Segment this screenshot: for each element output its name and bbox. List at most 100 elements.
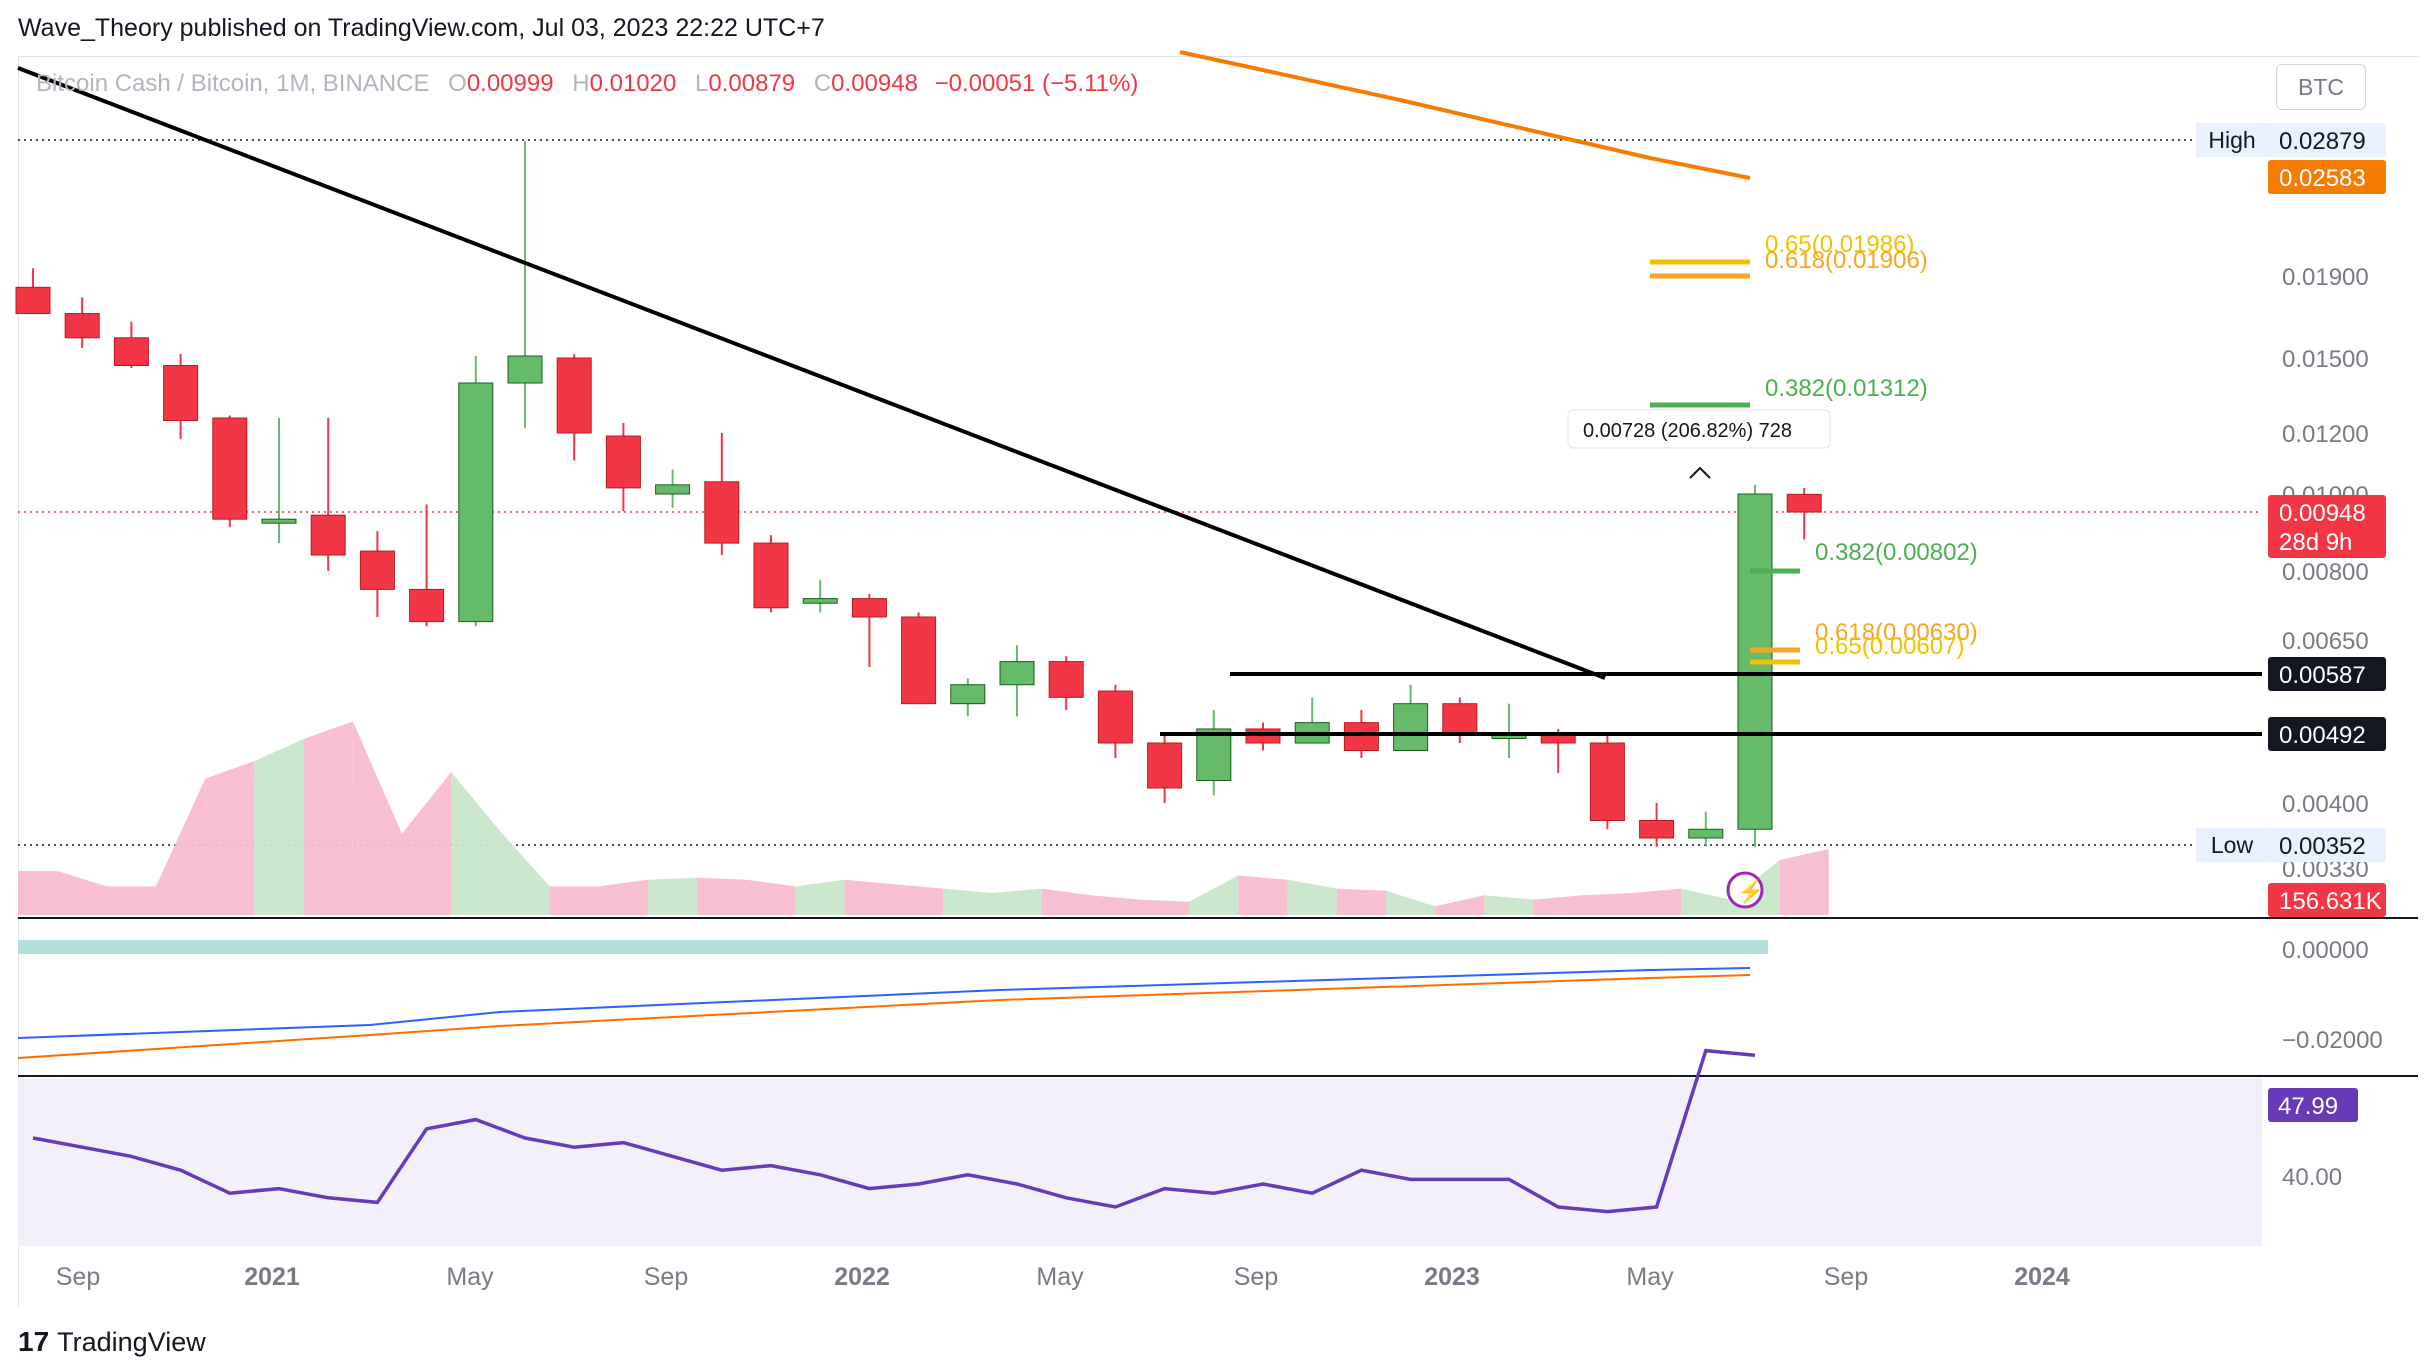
volume-bar bbox=[1386, 890, 1436, 915]
candle-body bbox=[655, 484, 691, 495]
candle-body bbox=[1393, 703, 1429, 751]
fib-label: 0.65(0.00607) bbox=[1815, 633, 1964, 660]
volume-bar bbox=[1533, 895, 1583, 915]
fib-label: 0.65(0.01986) bbox=[1765, 231, 1914, 258]
volume-bar bbox=[992, 888, 1042, 915]
macd-line bbox=[17, 967, 1751, 1039]
time-axis-label: 2022 bbox=[834, 1263, 890, 1291]
tradingview-logo[interactable]: 17 TradingView bbox=[18, 1326, 206, 1358]
candle-body bbox=[950, 684, 986, 705]
volume-bar bbox=[943, 888, 993, 915]
candle-body bbox=[1196, 728, 1232, 782]
volume-bar bbox=[648, 877, 698, 915]
symbol-name: Bitcoin Cash / Bitcoin, 1M, BINANCE bbox=[36, 70, 430, 97]
price-tag-label-bg bbox=[2196, 123, 2268, 157]
candle-body bbox=[901, 616, 937, 705]
volume-bar bbox=[1632, 888, 1682, 915]
signal-line bbox=[17, 974, 1751, 1059]
price-tag: 0.02879 bbox=[2279, 128, 2366, 155]
fib-label: 0.382(0.01312) bbox=[1765, 375, 1928, 402]
candle-body bbox=[1589, 742, 1625, 821]
time-axis-label: 2021 bbox=[244, 1263, 300, 1291]
candle-body bbox=[1540, 735, 1576, 744]
volume-bar bbox=[795, 879, 845, 915]
time-axis-label: Sep bbox=[644, 1263, 688, 1291]
candle-body bbox=[163, 365, 199, 421]
rsi-tag-bg bbox=[2268, 1088, 2358, 1122]
price-axis-label: 0.01500 bbox=[2282, 346, 2369, 373]
candle-body bbox=[851, 598, 887, 618]
high-label: H bbox=[572, 70, 590, 97]
high-value: 0.01020 bbox=[589, 70, 677, 97]
price-tag-label: Low bbox=[2211, 832, 2254, 858]
volume-bar bbox=[1582, 893, 1632, 915]
price-tag-bg bbox=[2268, 495, 2386, 529]
candle-body bbox=[1343, 722, 1379, 752]
price-tag: 0.00492 bbox=[2279, 722, 2366, 749]
volume-bar bbox=[402, 772, 452, 915]
time-axis-label: 2023 bbox=[1424, 1263, 1480, 1291]
candle-body bbox=[409, 588, 445, 623]
volume-bar bbox=[106, 886, 156, 915]
fib-label: 0.618(0.00630) bbox=[1815, 619, 1978, 646]
volume-bar bbox=[352, 721, 402, 915]
candle-body bbox=[802, 598, 838, 604]
price-axis-label: 0.00650 bbox=[2282, 628, 2369, 655]
volume-bar bbox=[746, 879, 796, 915]
price-axis-label: 0.01200 bbox=[2282, 421, 2369, 448]
price-axis-label: 0.00400 bbox=[2282, 791, 2369, 818]
open-value: 0.00999 bbox=[466, 70, 554, 97]
volume-bar bbox=[1484, 895, 1534, 915]
volume-bar bbox=[1090, 895, 1140, 915]
candle-body bbox=[605, 435, 641, 489]
macd-histogram bbox=[18, 940, 1768, 954]
time-axis-label: Sep bbox=[1234, 1263, 1278, 1291]
close-value: 0.00948 bbox=[831, 70, 918, 97]
volume-bar bbox=[254, 739, 304, 915]
candle-body bbox=[753, 542, 789, 609]
volume-bar bbox=[844, 879, 894, 915]
candle-body bbox=[261, 518, 297, 524]
volume-bar bbox=[57, 871, 107, 915]
price-tag-bg bbox=[2268, 524, 2386, 558]
volume-bar bbox=[303, 721, 353, 915]
descending-trendline bbox=[17, 66, 1606, 680]
candle-body bbox=[1147, 742, 1183, 789]
change-value: −0.00051 (−5.11%) bbox=[934, 70, 1139, 97]
candle-body bbox=[64, 313, 100, 339]
measure-box bbox=[1567, 409, 1831, 449]
volume-bar bbox=[451, 772, 501, 915]
chart-frame bbox=[18, 56, 2419, 1307]
rsi-line bbox=[32, 1048, 1756, 1214]
candle-body bbox=[310, 514, 346, 556]
rsi-value-tag: 47.99 bbox=[2278, 1093, 2338, 1120]
volume-bar bbox=[205, 761, 255, 915]
lightning-glyph: ⚡ bbox=[1737, 879, 1764, 905]
price-tag: 156.631K bbox=[2279, 888, 2382, 915]
low-label: L bbox=[695, 70, 709, 97]
currency-button[interactable]: BTC bbox=[2276, 64, 2366, 110]
candle-body bbox=[1688, 828, 1724, 839]
lightning-icon bbox=[1726, 871, 1764, 909]
volume-bar bbox=[1435, 895, 1485, 915]
time-axis-label: Sep bbox=[1824, 1263, 1868, 1291]
candle-body bbox=[15, 286, 51, 315]
price-tag: 0.00352 bbox=[2279, 833, 2366, 860]
low-value: 0.00879 bbox=[708, 70, 796, 97]
volume-bar bbox=[1287, 879, 1337, 915]
candle-body bbox=[1097, 690, 1133, 744]
price-axis-label: 0.01900 bbox=[2282, 264, 2369, 291]
measure-label: 0.00728 (206.82%) 728 bbox=[1583, 420, 1792, 442]
time-axis-label: May bbox=[1626, 1263, 1674, 1291]
tv-logo-icon: 17 bbox=[18, 1326, 50, 1357]
candle-body bbox=[1786, 493, 1822, 513]
volume-bar bbox=[598, 879, 648, 915]
publisher-caption: Wave_Theory published on TradingView.com… bbox=[18, 14, 825, 42]
rsi-axis-label: 40.00 bbox=[2282, 1164, 2342, 1191]
volume-bar bbox=[549, 886, 599, 915]
time-axis-label: Sep bbox=[56, 1263, 100, 1291]
candle-body bbox=[458, 382, 494, 623]
measure-arrow-icon bbox=[1689, 466, 1711, 479]
brand-name: TradingView bbox=[57, 1326, 206, 1357]
